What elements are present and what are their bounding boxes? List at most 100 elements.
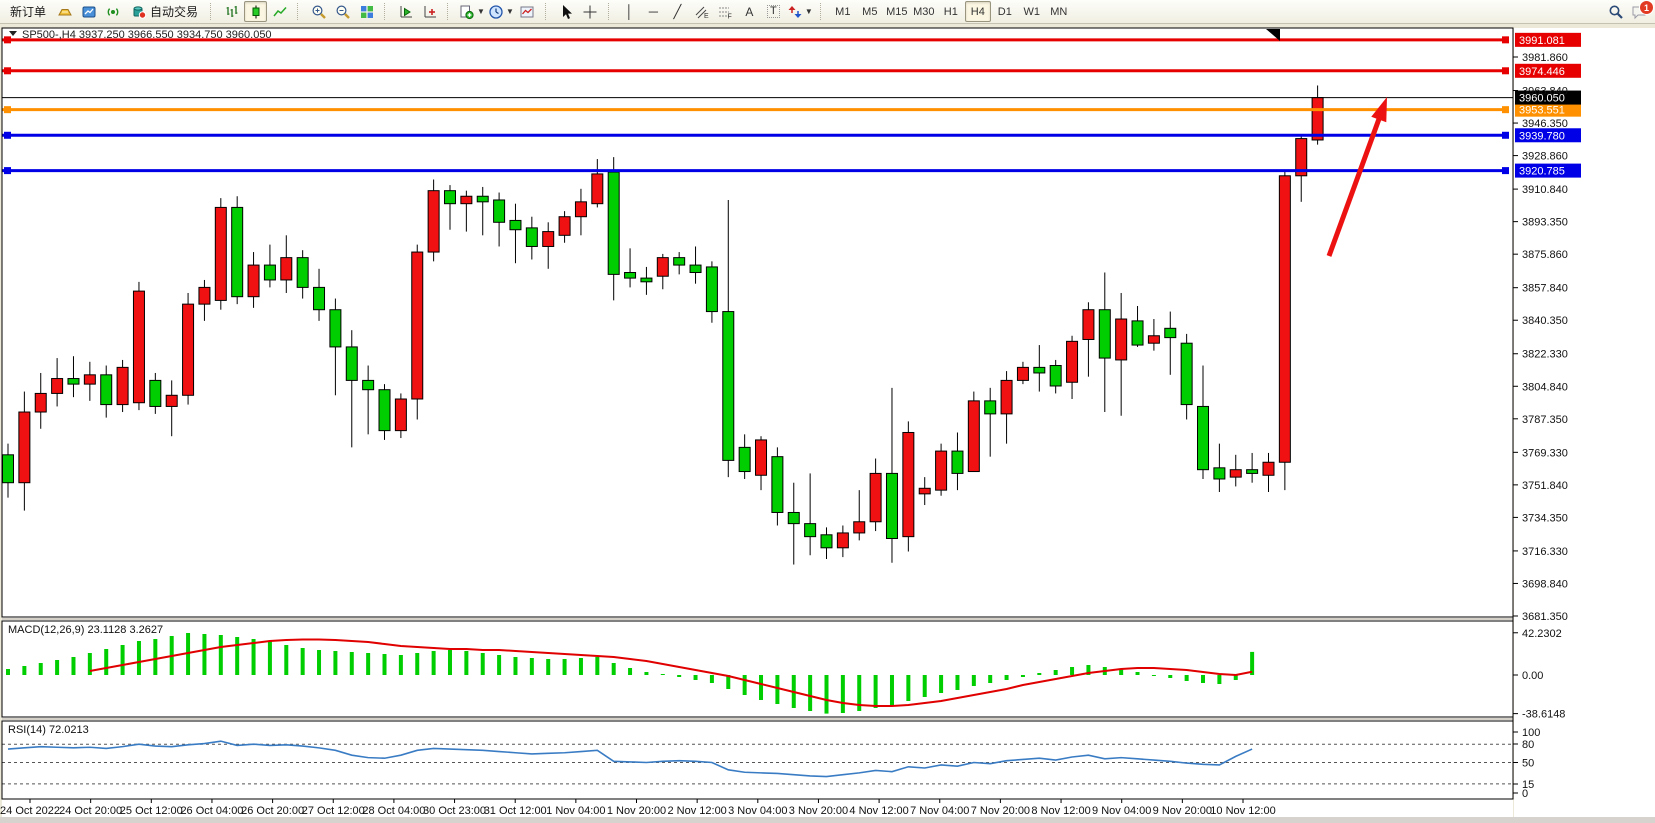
crosshair-tool-button[interactable] <box>579 1 602 22</box>
periods-button[interactable]: ▼ <box>487 1 515 22</box>
chart-shift-button[interactable] <box>418 1 441 22</box>
timeframe-button-M15[interactable]: M15 <box>886 5 908 18</box>
line-handle[interactable] <box>1502 36 1509 44</box>
candle-body <box>967 400 980 473</box>
candle-body <box>656 257 669 277</box>
line-handle[interactable] <box>1502 67 1509 75</box>
timeframe-button-M1[interactable]: M1 <box>835 5 851 18</box>
line-handle[interactable] <box>1502 106 1509 114</box>
panel-splitter[interactable] <box>2 718 1513 720</box>
tile-windows-button[interactable] <box>355 1 378 22</box>
line-handle[interactable] <box>4 67 11 75</box>
templates-button[interactable] <box>516 1 539 22</box>
gold-ingot-icon <box>57 8 72 15</box>
line-handle[interactable] <box>4 106 11 114</box>
macd-histogram-bar <box>1201 675 1206 683</box>
line-handle[interactable] <box>4 131 11 139</box>
candle-body <box>640 277 653 283</box>
text-tool-button[interactable]: A <box>738 1 761 22</box>
time-axis-label: 2 Nov 12:00 <box>667 805 726 817</box>
candle-body <box>443 190 456 205</box>
fibonacci-tool-button[interactable]: F <box>714 1 737 22</box>
candle-body <box>149 379 162 407</box>
candle-body <box>525 227 538 247</box>
macd-histogram-bar <box>660 674 665 675</box>
macd-histogram-bar <box>333 651 338 675</box>
candle-body <box>362 379 375 391</box>
candle-body <box>476 195 489 203</box>
line-handle[interactable] <box>1502 131 1509 139</box>
cursor-tool-button[interactable] <box>555 1 578 22</box>
candle-body <box>951 450 964 474</box>
timeframe-button-M5[interactable]: M5 <box>862 5 878 18</box>
trend-arrow-line[interactable] <box>1326 114 1383 257</box>
auto-scroll-icon <box>400 5 412 17</box>
line-handle[interactable] <box>4 167 11 175</box>
macd-histogram-bar <box>71 657 76 675</box>
new-chart-button[interactable]: ▼ <box>457 1 486 22</box>
autotrading-button[interactable]: 自动交易 <box>125 1 204 22</box>
candle-body <box>1115 318 1128 361</box>
price-axis-label: 3857.840 <box>1522 283 1568 295</box>
line-chart-mode-button[interactable] <box>268 1 291 22</box>
candle-body <box>247 264 260 298</box>
price-tag-label: 3920.785 <box>1519 166 1565 178</box>
new-order-button[interactable]: 新订单 <box>4 1 52 22</box>
candle-body <box>345 346 358 381</box>
candlestick-mode-button[interactable] <box>244 1 268 22</box>
timeframe-button-W1[interactable]: W1 <box>1023 5 1041 18</box>
line-handle[interactable] <box>4 36 11 44</box>
macd-histogram-bar <box>218 635 223 675</box>
panel-splitter[interactable] <box>2 618 1513 620</box>
macd-histogram-bar <box>235 637 240 675</box>
macd-histogram-bar <box>447 650 452 675</box>
chart-shift-marker[interactable] <box>1266 29 1280 41</box>
horizontal-line-tool-button[interactable]: ─ <box>642 1 665 22</box>
market-watch-button[interactable] <box>77 1 100 22</box>
bottom-scrollbar-strip[interactable] <box>0 817 1655 823</box>
bar-chart-mode-button[interactable] <box>220 1 243 22</box>
candle-body <box>918 487 931 495</box>
symbol-dropdown-icon[interactable] <box>9 31 17 36</box>
trendline-tool-button[interactable]: ╱ <box>666 1 689 22</box>
macd-histogram-bar <box>562 659 567 675</box>
candle-body <box>935 450 948 491</box>
candle-body <box>1278 175 1291 463</box>
text-label-icon: T <box>767 5 780 18</box>
trend-arrow-head[interactable] <box>1371 97 1387 123</box>
candle-body <box>231 206 244 298</box>
macd-histogram-bar <box>529 658 534 675</box>
zoom-in-icon <box>312 4 326 19</box>
zoom-in-button[interactable] <box>307 1 330 22</box>
timeframe-button-H1[interactable]: H1 <box>943 5 958 18</box>
channel-tool-button[interactable]: E <box>690 1 713 22</box>
signals-button[interactable] <box>101 1 124 22</box>
macd-histogram-bar <box>840 675 845 713</box>
clock-icon <box>489 4 503 19</box>
search-button[interactable] <box>1604 1 1627 22</box>
price-axis-label: 3734.350 <box>1522 512 1568 524</box>
text-label-tool-button[interactable]: T <box>762 1 785 22</box>
candle-body <box>722 311 735 461</box>
gold-ingot-button[interactable] <box>53 1 76 22</box>
timeframe-button-MN[interactable]: MN <box>1050 5 1068 18</box>
vertical-line-tool-button[interactable]: │ <box>618 1 641 22</box>
arrows-tool-button[interactable]: ▼ <box>786 1 814 22</box>
time-axis-label: 3 Nov 04:00 <box>728 805 787 817</box>
timeframe-button-H4[interactable]: H4 <box>964 1 991 22</box>
timeframe-button-M30[interactable]: M30 <box>913 5 935 18</box>
trendline-icon: ╱ <box>673 4 682 19</box>
price-scale-background <box>1514 28 1655 817</box>
macd-histogram-bar <box>1217 675 1222 684</box>
chevron-down-icon: ▼ <box>505 7 514 16</box>
equidistant-channel-icon: E <box>696 6 709 20</box>
timeframe-button-D1[interactable]: D1 <box>997 5 1012 18</box>
candle-body <box>869 472 882 523</box>
line-handle[interactable] <box>1502 167 1509 175</box>
auto-scroll-button[interactable] <box>394 1 417 22</box>
zoom-out-button[interactable] <box>331 1 354 22</box>
candle-body <box>1016 366 1029 381</box>
candle-body <box>198 286 211 305</box>
chat-button[interactable]: 1 <box>1628 0 1654 22</box>
